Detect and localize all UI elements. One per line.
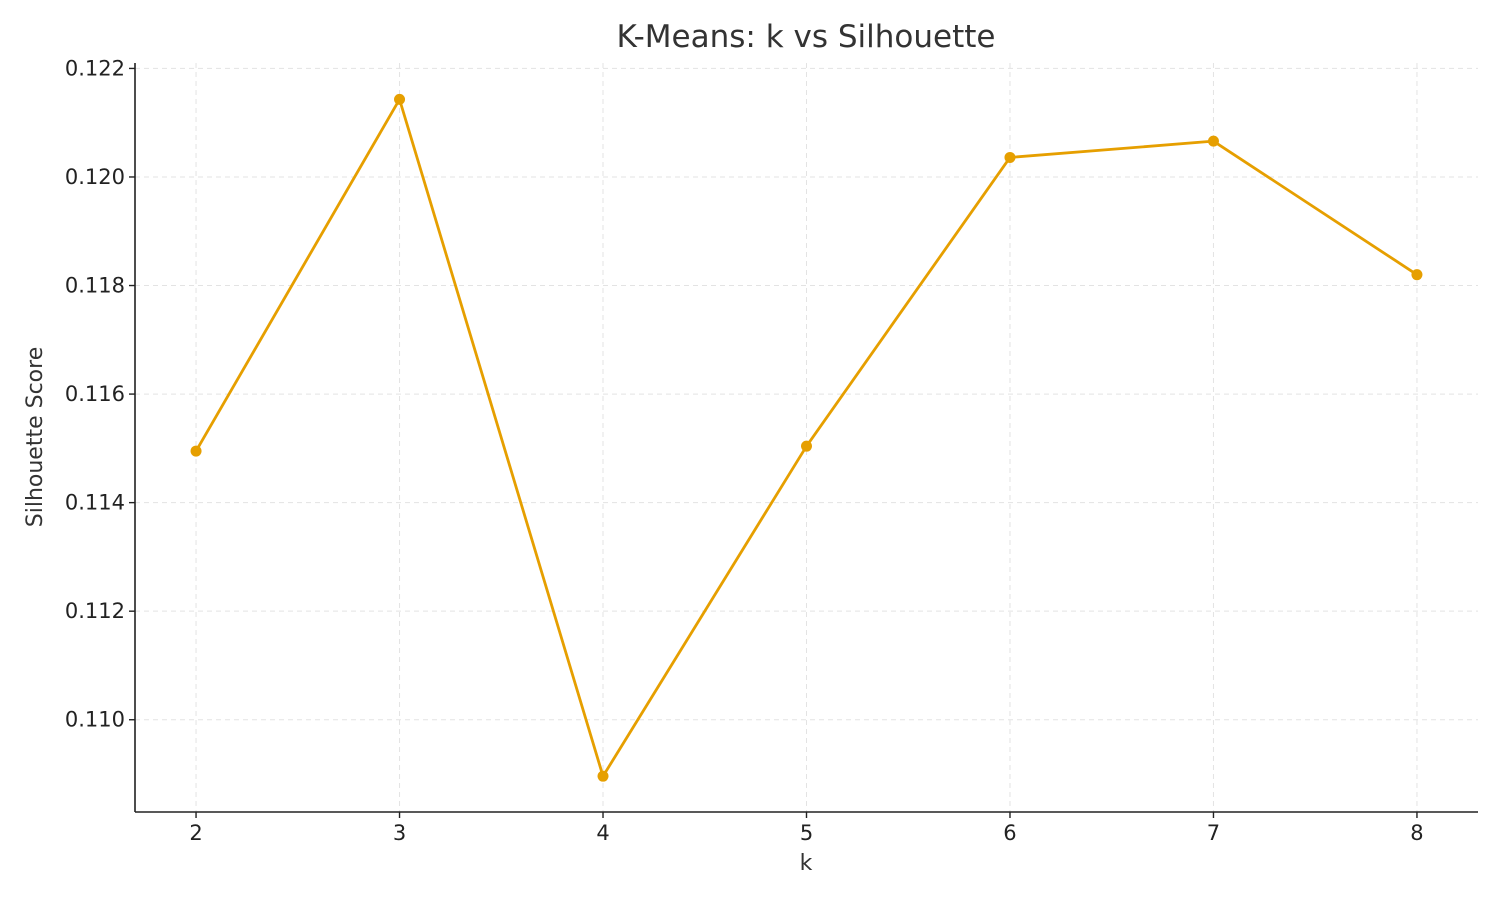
x-tick-label: 7: [1207, 821, 1220, 845]
x-tick-label: 8: [1410, 821, 1423, 845]
y-tick-label: 0.114: [65, 491, 125, 515]
y-tick-label: 0.116: [65, 382, 125, 406]
y-tick-label: 0.120: [65, 165, 125, 189]
y-tick-label: 0.122: [65, 56, 125, 80]
data-point-k4: [597, 770, 609, 782]
x-tick-label: 2: [189, 821, 202, 845]
y-tick-label: 0.112: [65, 599, 125, 623]
x-axis-label: k: [800, 851, 813, 876]
data-point-k8: [1411, 269, 1423, 281]
data-point-k2: [190, 445, 202, 457]
y-axis-label: Silhouette Score: [23, 347, 48, 527]
data-point-k5: [801, 440, 812, 452]
grid: [135, 63, 1478, 812]
y-tick-label: 0.118: [65, 274, 125, 298]
data-point-k3: [394, 93, 406, 105]
ticks: 2 3 4 5 6 7 8 0.110 0.112 0.114 0.116 0.118 0.120 0.1…: [65, 56, 1424, 845]
x-tick-label: 3: [393, 821, 406, 845]
data-point-k7: [1207, 135, 1219, 147]
x-tick-label: 5: [800, 821, 813, 845]
x-tick-label: 6: [1003, 821, 1016, 845]
data-point-k6: [1004, 151, 1016, 163]
y-tick-label: 0.110: [65, 708, 125, 732]
x-tick-label: 4: [596, 821, 609, 845]
series: [190, 93, 1423, 782]
chart-title: K-Means: k vs Silhouette: [617, 19, 996, 55]
